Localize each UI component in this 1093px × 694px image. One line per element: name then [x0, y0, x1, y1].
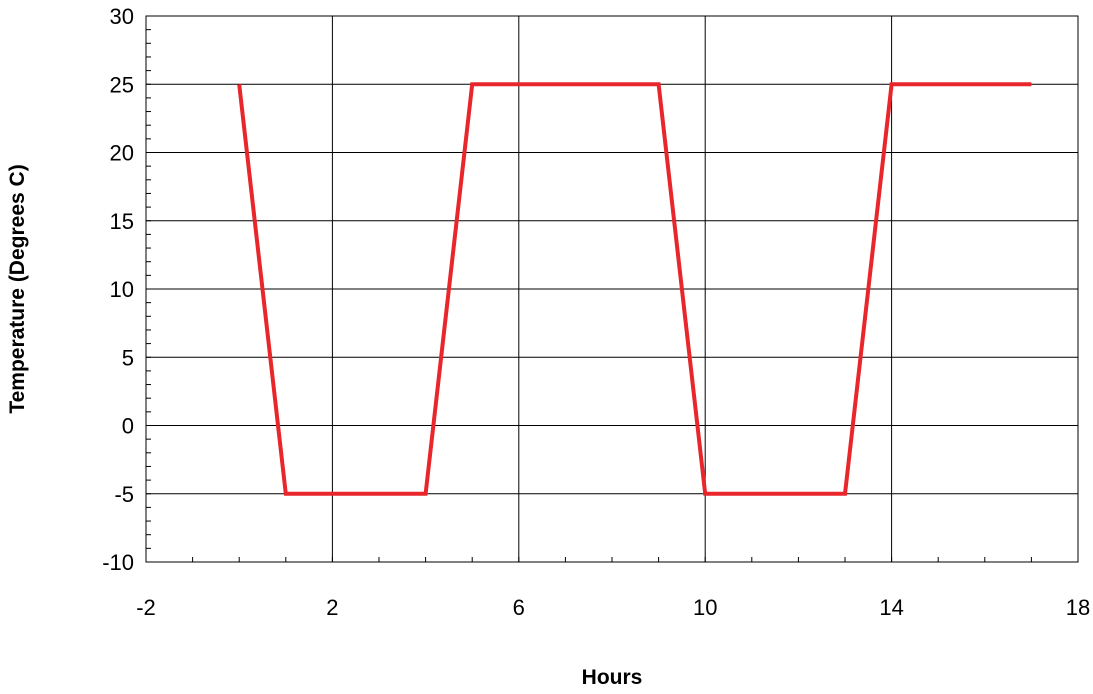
- y-tick-label: 5: [122, 345, 134, 370]
- x-tick-label: 14: [879, 595, 903, 620]
- x-tick-label: -2: [136, 595, 156, 620]
- y-tick-label: -5: [114, 482, 134, 507]
- series-layer: [237, 82, 1032, 496]
- x-tick-labels: -2 2 6 10 14 18: [136, 595, 1090, 620]
- y-tick-label: 30: [110, 4, 134, 29]
- y-tick-label: 10: [110, 277, 134, 302]
- x-tick-label: 6: [513, 595, 525, 620]
- y-tick-labels: -10 -5 0 5 10 15 20 25 30: [102, 4, 134, 575]
- x-axis-title: Hours: [582, 666, 643, 689]
- y-tick-label: 0: [122, 414, 134, 439]
- y-axis-title: Temperature (Degrees C): [6, 164, 29, 413]
- x-tick-label: 18: [1066, 595, 1090, 620]
- minor-ticks: [145, 15, 1079, 563]
- y-tick-label: 25: [110, 72, 134, 97]
- y-tick-label: -10: [102, 550, 134, 575]
- grid-lines: [145, 15, 1079, 563]
- y-tick-label: 15: [110, 209, 134, 234]
- temperature-series-line: [237, 82, 1032, 496]
- plot-frame: [145, 15, 1079, 563]
- x-tick-label: 2: [326, 595, 338, 620]
- x-tick-label: 10: [693, 595, 717, 620]
- y-tick-label: 20: [110, 141, 134, 166]
